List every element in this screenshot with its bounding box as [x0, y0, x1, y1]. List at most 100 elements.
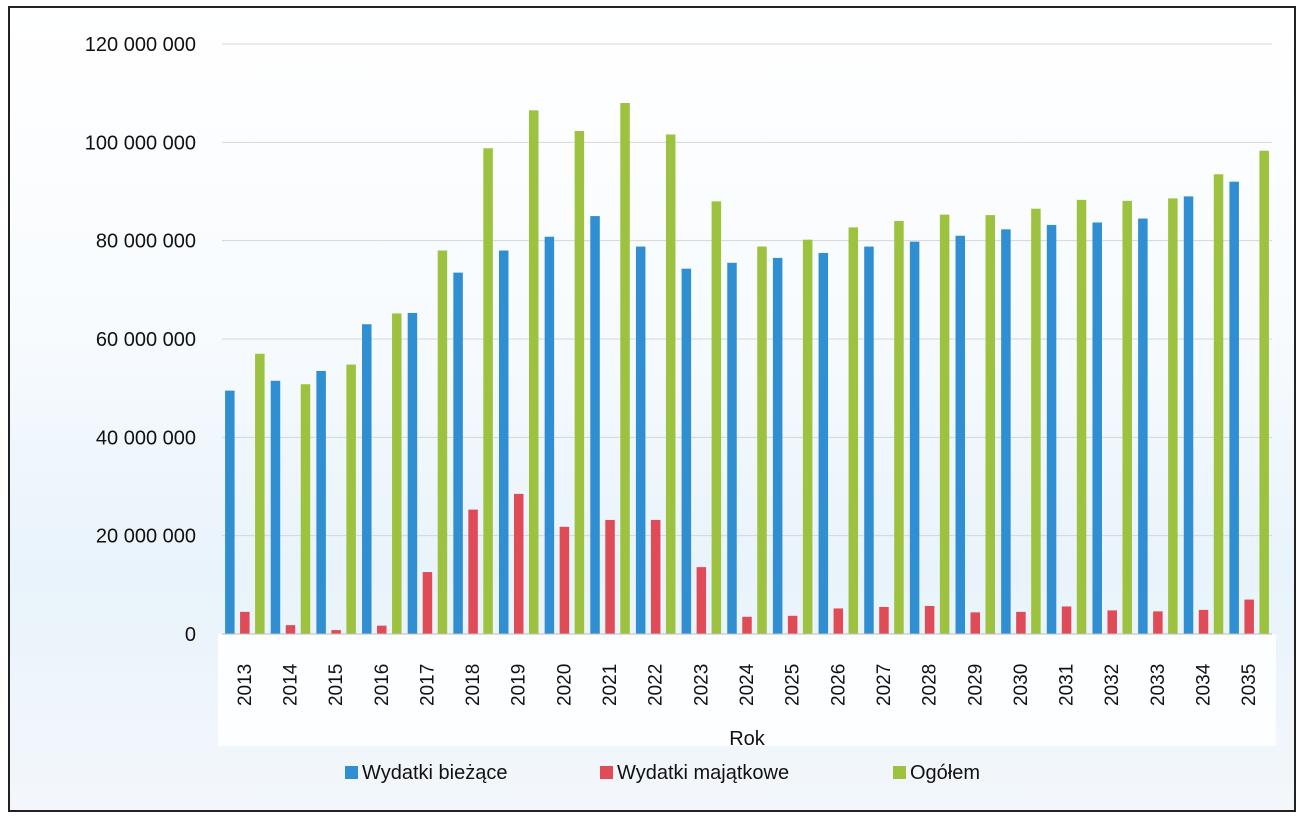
bar: [1107, 610, 1117, 634]
bar: [590, 216, 600, 635]
bar: [300, 384, 311, 634]
x-tick-label: 2031: [1057, 664, 1078, 706]
x-tick-label: 2033: [1148, 664, 1169, 706]
bar: [818, 252, 829, 635]
bar: [1046, 224, 1057, 634]
bar: [1168, 198, 1178, 634]
bar: [635, 246, 646, 635]
x-tick-label: 2015: [326, 664, 347, 706]
bar: [574, 131, 585, 634]
x-tick-label: 2022: [646, 664, 667, 706]
bar: [620, 103, 630, 634]
bar: [513, 493, 524, 634]
x-tick-label: 2017: [417, 664, 438, 706]
bar: [1031, 208, 1041, 635]
bar: [346, 364, 356, 634]
bar: [939, 214, 950, 634]
bar: [453, 272, 463, 634]
bar: [1092, 222, 1102, 634]
bar: [879, 606, 889, 634]
bar: [727, 262, 737, 634]
bar: [864, 246, 874, 635]
x-axis-ticks: 2013 2014 2015 2016 2017 2018 2019 2020 2021 2022…: [235, 663, 1260, 706]
x-tick-label: 2020: [554, 664, 575, 706]
x-tick-label: 2026: [828, 664, 849, 706]
bar: [240, 611, 250, 634]
bar: [742, 616, 752, 634]
bar: [270, 380, 281, 634]
bar: [528, 110, 539, 634]
bar: [772, 257, 783, 634]
bar: [559, 526, 570, 634]
x-tick-label: 2016: [372, 664, 393, 706]
x-tick-label: 2034: [1194, 663, 1215, 706]
bar: [362, 324, 372, 634]
x-tick-label: 2028: [920, 664, 941, 706]
bar: [1153, 611, 1163, 634]
bar: [544, 236, 555, 634]
series-1: [225, 181, 1239, 635]
legend-swatch: [345, 766, 358, 779]
y-axis-ticks: 0 20 000 000 40 000 000 60 000 000 80 000 00…: [85, 34, 196, 646]
bar: [848, 227, 859, 634]
bar: [711, 201, 722, 635]
bar: [468, 509, 478, 634]
bar: [392, 313, 402, 634]
bar: [285, 625, 296, 634]
legend-label: Wydatki majątkowe: [617, 762, 789, 784]
x-tick-label: 2021: [600, 664, 621, 706]
bar: [1259, 150, 1269, 635]
bar: [422, 572, 433, 634]
bar: [955, 235, 966, 634]
legend: Wydatki bieżące Wydatki majątkowe Ogółem: [345, 762, 980, 784]
bar: [970, 612, 981, 634]
bar: [1076, 199, 1087, 634]
bar: [1061, 606, 1072, 634]
y-tick-label: 40 000 000: [96, 427, 196, 449]
bars: [222, 103, 1272, 635]
bar: [787, 615, 798, 634]
bar: [255, 353, 265, 634]
y-tick-label: 80 000 000: [96, 231, 196, 253]
y-tick-label: 60 000 000: [96, 329, 196, 351]
bar: [225, 390, 235, 634]
bar: [1213, 174, 1224, 634]
bar: [924, 605, 935, 634]
x-tick-label: 2013: [235, 664, 256, 706]
x-axis-band: [218, 634, 1276, 746]
x-tick-label: 2030: [1011, 664, 1032, 706]
bar: [1016, 611, 1026, 634]
x-tick-label: 2035: [1239, 664, 1260, 706]
x-axis-title: Rok: [729, 728, 766, 750]
bar: [696, 567, 707, 634]
series-3: [255, 103, 1269, 635]
bar: [483, 148, 493, 634]
bar: [1244, 599, 1254, 634]
bar: [909, 241, 920, 634]
x-tick-label: 2023: [691, 664, 712, 706]
gridlines: [222, 43, 1272, 537]
y-tick-label: 0: [185, 624, 196, 646]
bar: [437, 250, 448, 634]
bar: [377, 625, 387, 634]
bar: [498, 250, 509, 634]
bar: [833, 608, 844, 634]
x-tick-label: 2014: [280, 663, 301, 706]
bar: [650, 519, 661, 634]
bar: [316, 370, 326, 634]
bar: [894, 221, 904, 634]
bar: [407, 312, 418, 634]
legend-label: Ogółem: [910, 762, 980, 784]
bar: [802, 239, 813, 634]
x-tick-label: 2032: [1102, 664, 1123, 706]
legend-label: Wydatki bieżące: [362, 762, 507, 784]
legend-swatch: [600, 766, 613, 779]
bar: [1183, 196, 1194, 634]
y-tick-label: 100 000 000: [85, 132, 196, 154]
x-tick-label: 2027: [874, 664, 895, 706]
y-tick-label: 20 000 000: [96, 526, 196, 548]
x-tick-label: 2025: [783, 664, 804, 706]
bar: [681, 268, 692, 634]
x-tick-label: 2019: [509, 664, 530, 706]
